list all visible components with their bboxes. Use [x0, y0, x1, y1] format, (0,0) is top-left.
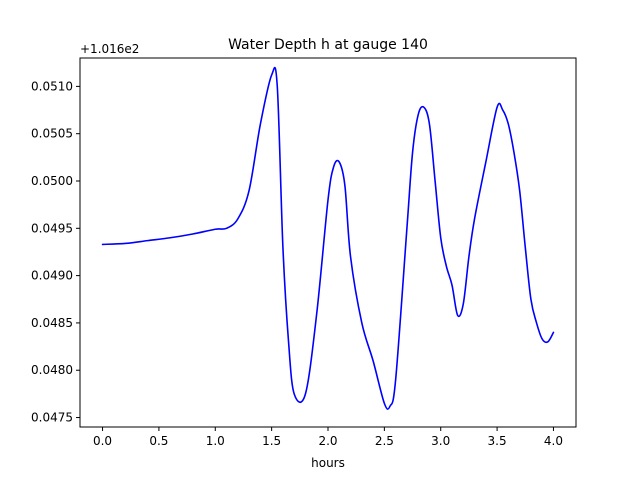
plot-frame [79, 57, 577, 428]
y-tick-label: 0.0475 [31, 411, 73, 425]
series-line [101, 66, 555, 410]
x-axis-ticks: 0.0 0.5 1.0 1.5 2.0 2.5 3.0 3.5 4.0 [93, 427, 563, 448]
x-tick-label: 0.0 [93, 434, 112, 448]
y-tick-label: 0.0500 [31, 174, 73, 188]
y-tick-label: 0.0485 [31, 316, 73, 330]
y-tick-label: 0.0510 [31, 79, 73, 93]
x-tick-label: 1.0 [206, 434, 225, 448]
x-tick-label: 3.5 [488, 434, 507, 448]
chart-title: Water Depth h at gauge 140 [228, 37, 428, 53]
x-tick-label: 0.5 [149, 434, 168, 448]
x-tick-label: 2.0 [318, 434, 337, 448]
x-tick-label: 3.0 [431, 434, 450, 448]
y-axis-ticks: 0.0475 0.0480 0.0485 0.0490 0.0495 0.0500 0.05… [31, 79, 80, 425]
y-axis-offset-label: +1.016e2 [80, 42, 139, 56]
y-tick-label: 0.0495 [31, 221, 73, 235]
series-layer [101, 66, 555, 410]
y-tick-label: 0.0490 [31, 269, 73, 283]
x-tick-label: 2.5 [375, 434, 394, 448]
x-tick-label: 4.0 [544, 434, 563, 448]
x-tick-label: 1.5 [262, 434, 281, 448]
y-tick-label: 0.0505 [31, 127, 73, 141]
x-axis-label: hours [311, 456, 345, 470]
y-tick-label: 0.0480 [31, 363, 73, 377]
